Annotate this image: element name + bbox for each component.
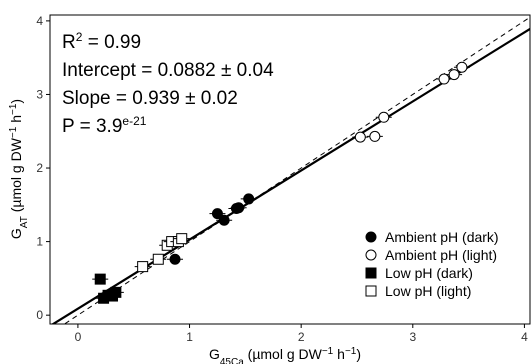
data-point (369, 130, 381, 142)
data-point (110, 286, 122, 298)
data-point (243, 193, 255, 205)
data-point (448, 69, 460, 81)
slope-text: Slope = 0.939 ± 0.02 (62, 88, 238, 109)
y-tick-label: 3 (36, 87, 43, 101)
plot-frame (49, 14, 531, 325)
legend-label: Ambient pH (light) (385, 247, 497, 263)
data-point (211, 208, 223, 220)
intercept-text: Intercept = 0.0882 ± 0.04 (62, 60, 274, 81)
legend-marker (365, 249, 377, 261)
legend-label: Ambient pH (dark) (385, 229, 499, 245)
data-point (94, 273, 106, 285)
x-tick-label: 0 (75, 330, 82, 344)
data-points (92, 61, 470, 304)
legend-label: Low pH (light) (385, 283, 471, 299)
axis-ticks: 0 1 2 3 4 0 1 2 3 4 (36, 14, 528, 344)
legend: Ambient pH (dark) Ambient pH (light) Low p… (365, 229, 499, 299)
data-point (456, 61, 468, 73)
legend-marker (365, 285, 377, 297)
legend-label: Low pH (dark) (385, 265, 473, 281)
x-tick-label: 1 (186, 330, 193, 344)
y-tick-label: 1 (36, 235, 43, 249)
legend-marker (365, 267, 377, 279)
data-point (218, 214, 230, 226)
fit-line (51, 27, 530, 324)
legend-marker (365, 231, 377, 243)
data-point (233, 202, 245, 214)
data-point (137, 261, 149, 273)
data-point (176, 233, 188, 245)
x-tick-label: 4 (521, 330, 528, 344)
y-tick-label: 2 (36, 161, 43, 175)
r-squared-text: R2 = 0.99 (62, 30, 141, 53)
identity-line (63, 16, 530, 324)
regression-lines (51, 16, 530, 324)
stats-annotation: R2 = 0.99 Intercept = 0.0882 ± 0.04 Slop… (62, 30, 274, 137)
data-point (354, 131, 366, 143)
data-point (438, 73, 450, 85)
p-value-text: P = 3.9e-21 (62, 114, 147, 137)
x-tick-label: 3 (409, 330, 416, 344)
data-point (152, 253, 164, 265)
data-point (169, 253, 181, 265)
y-tick-label: 4 (36, 14, 43, 28)
data-point (378, 111, 390, 123)
x-tick-label: 2 (298, 330, 305, 344)
y-tick-label: 0 (36, 308, 43, 322)
